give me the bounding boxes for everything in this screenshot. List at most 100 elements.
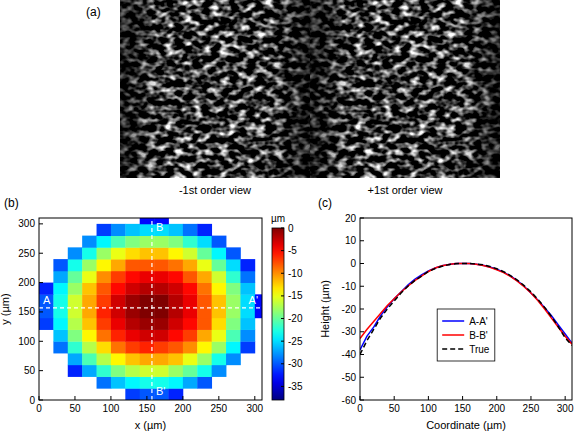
heatmap-cell xyxy=(154,271,169,283)
heatmap-cell xyxy=(197,247,212,259)
heatmap-cell xyxy=(82,259,97,271)
heatmap-cell xyxy=(240,259,255,271)
heatmap-cell xyxy=(183,365,198,377)
heatmap-cell xyxy=(97,259,112,271)
y-tick-label: 50 xyxy=(24,365,36,376)
y-tick xyxy=(39,311,43,312)
heatmap-cell xyxy=(197,341,212,353)
heatmap-cell xyxy=(125,283,140,295)
x-tick xyxy=(394,396,395,400)
heatmap-cell xyxy=(154,365,169,377)
legend-label: A-A' xyxy=(469,316,488,327)
heatmap-cell xyxy=(68,271,83,283)
heatmap-cell xyxy=(197,236,212,248)
heatmap-cells xyxy=(39,218,262,400)
legend-label: B-B' xyxy=(469,330,488,341)
heatmap-cell xyxy=(68,283,83,295)
legend-sample xyxy=(442,348,464,350)
heatmap-cell xyxy=(68,365,83,377)
x-tick xyxy=(182,396,183,400)
heatmap-cell xyxy=(197,365,212,377)
colorbar-tick-label: -10 xyxy=(288,268,303,279)
plot-frame xyxy=(39,218,262,400)
heatmap-cell xyxy=(197,224,212,236)
heatmap-cell xyxy=(97,236,112,248)
x-tick xyxy=(39,396,40,400)
heatmap-cell xyxy=(97,353,112,365)
heatmap-cell xyxy=(111,224,126,236)
heatmap-cell xyxy=(168,294,183,306)
heatmap-cell xyxy=(125,341,140,353)
heatmap-cell xyxy=(82,353,97,365)
heatmap-cell xyxy=(183,224,198,236)
colorbar-tick xyxy=(281,341,284,342)
colorbar xyxy=(272,228,284,400)
heatmap-cell xyxy=(82,247,97,259)
heatmap-cell xyxy=(226,330,241,342)
heatmap-cell xyxy=(183,271,198,283)
heatmap-cell xyxy=(154,236,169,248)
y-tick-label: -30 xyxy=(342,326,357,337)
heatmap-cell xyxy=(125,330,140,342)
heatmap-cell xyxy=(183,236,198,248)
speckle-image xyxy=(120,0,310,178)
heatmap-cell xyxy=(212,236,227,248)
heatmap-cell xyxy=(197,377,212,389)
heatmap-cell xyxy=(111,294,126,306)
heatmap-cell xyxy=(111,365,126,377)
x-tick-label: 200 xyxy=(175,403,192,414)
heatmap-cell xyxy=(212,365,227,377)
heatmap-cell xyxy=(197,353,212,365)
x-tick xyxy=(496,396,497,400)
legend: A-A'B-B'True xyxy=(437,309,495,361)
heatmap-cell xyxy=(183,318,198,330)
heatmap-cell xyxy=(154,341,169,353)
heatmap-cell xyxy=(97,330,112,342)
heatmap-cell xyxy=(183,259,198,271)
heatmap-cell xyxy=(197,271,212,283)
x-tick xyxy=(462,396,463,400)
heatmap-cell xyxy=(168,247,183,259)
x-tick-label: 150 xyxy=(454,403,471,414)
heatmap-cell xyxy=(168,377,183,389)
x-tick-label: 0 xyxy=(357,403,363,414)
y-tick-label: 20 xyxy=(345,213,357,224)
heatmap-cell xyxy=(226,294,241,306)
y-tick-label: -60 xyxy=(342,395,357,406)
y-tick xyxy=(360,400,364,401)
y-tick xyxy=(360,377,364,378)
y-tick xyxy=(39,400,43,401)
x-axis-title: x (µm) xyxy=(135,419,166,431)
heatmap-cell xyxy=(168,341,183,353)
heatmap-cell xyxy=(82,283,97,295)
colorbar-tick xyxy=(281,318,284,319)
colorbar-tick xyxy=(281,386,284,387)
heatmap-cell xyxy=(168,259,183,271)
colorbar-label: µm xyxy=(271,213,285,224)
y-tick xyxy=(360,309,364,310)
y-axis-title: Height (µm) xyxy=(319,280,331,338)
colorbar-tick xyxy=(281,363,284,364)
x-tick-label: 250 xyxy=(210,403,227,414)
x-tick-label: 300 xyxy=(246,403,263,414)
heatmap-cell xyxy=(111,236,126,248)
heatmap-cell xyxy=(212,294,227,306)
heatmap-cell xyxy=(212,318,227,330)
y-tick xyxy=(360,331,364,332)
heatmap-cell xyxy=(68,330,83,342)
y-tick-label: 150 xyxy=(18,306,35,317)
heatmap-cell xyxy=(183,247,198,259)
colorbar-tick xyxy=(281,295,284,296)
heatmap-cell xyxy=(183,353,198,365)
heatmap-cell xyxy=(168,318,183,330)
heatmap-cell xyxy=(125,388,140,400)
y-tick-label: -10 xyxy=(342,281,357,292)
heatmap-cell xyxy=(125,377,140,389)
legend-box xyxy=(437,309,495,361)
heatmap-cell xyxy=(68,294,83,306)
y-tick-label: 100 xyxy=(18,336,35,347)
heatmap-cell xyxy=(125,224,140,236)
heatmap-cell xyxy=(97,224,112,236)
heatmap-cell xyxy=(82,294,97,306)
heatmap-cell xyxy=(82,341,97,353)
